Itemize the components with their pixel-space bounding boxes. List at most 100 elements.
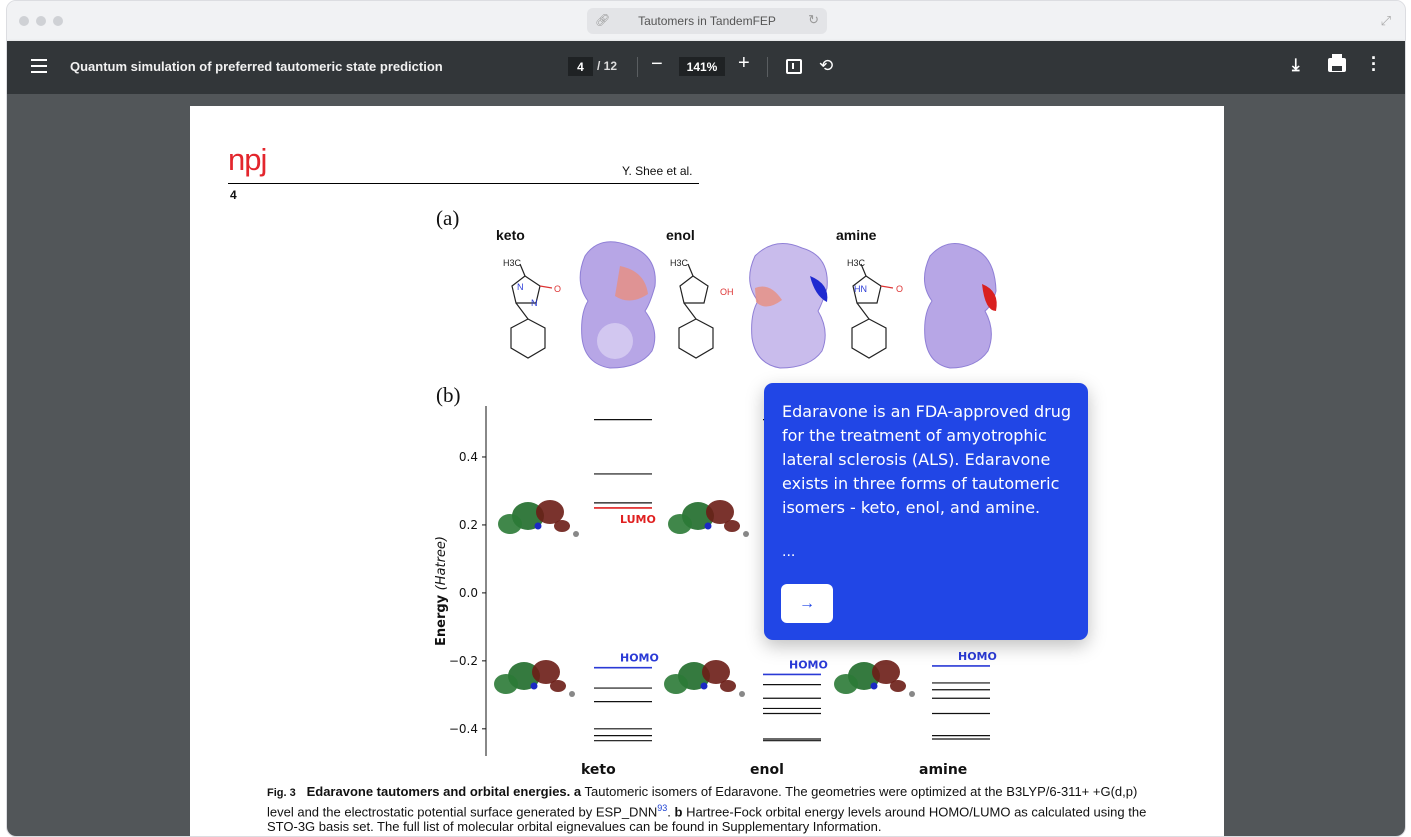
homo-orbital-image (532, 660, 560, 684)
keto-n-label: N (517, 282, 524, 292)
lumo-orbital-image (536, 500, 564, 524)
enol-methyl-label: H3C (670, 258, 689, 268)
reload-icon[interactable]: ↻ (808, 12, 819, 27)
keto-label: keto (496, 227, 525, 243)
x-category-label: enol (750, 762, 784, 778)
info-popup: Edaravone is an FDA-approved drug for th… (764, 383, 1088, 640)
keto-n2-label: N (531, 298, 538, 308)
x-category-label: amine (919, 762, 967, 778)
caption-part-b: Hartree-Fock orbital energy levels aroun… (267, 804, 1147, 835)
toolbar-divider (637, 57, 638, 77)
enol-structure (678, 263, 714, 359)
figure-caption: Fig. 3 Edaravone tautomers and orbital e… (267, 784, 1147, 835)
homo-orbital-image (569, 691, 575, 697)
lumo-orbital-image (534, 522, 542, 530)
enol-esp-surface (749, 243, 828, 369)
page-total: / 12 (597, 59, 618, 73)
download-icon[interactable]: ⤓ (1292, 55, 1300, 74)
close-dot[interactable] (19, 16, 29, 26)
document-title: Quantum simulation of preferred tautomer… (70, 59, 443, 74)
caption-part-a-tag: a (573, 784, 582, 799)
popup-ellipsis: ... (782, 543, 796, 560)
popup-text: Edaravone is an FDA-approved drug for th… (782, 402, 1072, 517)
homo-label: HOMO (620, 652, 659, 665)
enol-label: enol (666, 227, 695, 243)
y-axis-label: Energy (Hatree) (434, 536, 449, 646)
homo-orbital-image (909, 691, 915, 697)
enol-oh-label: OH (720, 287, 734, 297)
tab-title: Tautomers in TandemFEP (638, 14, 776, 28)
caption-reference[interactable]: 93 (657, 803, 668, 813)
minimize-dot[interactable] (36, 16, 46, 26)
zoom-out-button[interactable]: − (651, 53, 663, 75)
amine-methyl-label: H3C (847, 258, 866, 268)
y-tick-label: 0.2 (459, 518, 478, 532)
lumo-orbital-image (668, 514, 692, 534)
popup-next-button[interactable]: → (781, 584, 833, 623)
y-tick-label: 0.4 (459, 450, 478, 464)
expand-icon[interactable]: ⤢ (1380, 13, 1391, 28)
lumo-orbital-image (724, 520, 740, 532)
lumo-label: LUMO (620, 513, 656, 526)
homo-orbital-image (834, 674, 858, 694)
header-rule (228, 183, 699, 184)
pdf-toolbar: Quantum simulation of preferred tautomer… (7, 41, 1405, 94)
caption-fig-tag: Fig. 3 (267, 787, 296, 799)
page-number-input[interactable]: 4 (568, 57, 593, 76)
page-authors: Y. Shee et al. (622, 164, 693, 178)
maximize-dot[interactable] (53, 16, 63, 26)
zoom-in-button[interactable]: + (738, 52, 750, 74)
homo-orbital-image (720, 680, 736, 692)
more-options-icon[interactable]: · · · (1371, 48, 1377, 80)
lumo-orbital-image (706, 500, 734, 524)
browser-window: 🔗︎ Tautomers in TandemFEP ↻ ⤢ Quantum si… (6, 0, 1406, 837)
figure-b-label: (b) (436, 383, 461, 407)
toolbar-divider (767, 57, 768, 77)
homo-orbital-image (890, 680, 906, 692)
energy-level-chart: 0.4 0.2 0.0 −0.2 −0.4 Energy (Hatree) LUMO HOMO… (434, 406, 997, 778)
homo-orbital-image (664, 674, 688, 694)
amine-structure (851, 263, 894, 359)
x-category-label: keto (581, 762, 616, 778)
amine-label: amine (836, 227, 877, 243)
amine-o-label: O (896, 284, 903, 294)
homo-orbital-image (870, 682, 878, 690)
amine-hn-label: HN (854, 284, 867, 294)
window-controls (19, 16, 63, 26)
homo-orbital-image (702, 660, 730, 684)
lumo-orbital-image (554, 520, 570, 532)
homo-orbital-image (700, 682, 708, 690)
caption-part-b-tag: b (674, 804, 683, 820)
zoom-input[interactable]: 141% (679, 57, 725, 76)
keto-esp-surface (579, 241, 656, 369)
homo-orbital-image (530, 682, 538, 690)
caption-title: Edaravone tautomers and orbital energies… (306, 784, 571, 799)
figure-a-label: (a) (436, 206, 460, 230)
y-tick-label: −0.4 (449, 722, 478, 736)
tautomer-structures: H3C N N O H3C OH (503, 241, 997, 369)
journal-logo: npj (228, 142, 267, 177)
caption-part-a: Tautomeric isomers of Edaravone. The geo… (267, 784, 1138, 820)
link-icon: 🔗︎ (595, 13, 611, 27)
keto-structure (510, 263, 553, 359)
homo-label: HOMO (958, 650, 997, 663)
browser-titlebar: 🔗︎ Tautomers in TandemFEP ↻ ⤢ (7, 1, 1405, 41)
homo-label: HOMO (789, 658, 828, 671)
y-tick-label: −0.2 (449, 654, 478, 668)
y-tick-label: 0.0 (459, 586, 478, 600)
lumo-orbital-image (573, 531, 579, 537)
address-bar[interactable]: 🔗︎ Tautomers in TandemFEP ↻ (587, 8, 827, 34)
lumo-orbital-image (498, 514, 522, 534)
print-icon[interactable] (1328, 54, 1346, 72)
rotate-icon[interactable]: ⟲ (819, 56, 834, 75)
amine-esp-surface (924, 243, 997, 369)
menu-icon[interactable] (31, 59, 47, 73)
keto-o-label: O (554, 284, 561, 294)
lumo-orbital-image (704, 522, 712, 530)
page-number: 4 (230, 188, 237, 202)
homo-orbital-image (494, 674, 518, 694)
fit-page-icon[interactable] (786, 59, 802, 74)
pdf-viewer[interactable]: npj Y. Shee et al. 4 (a) keto enol amine… (7, 94, 1405, 836)
homo-orbital-image (872, 660, 900, 684)
lumo-orbital-image (743, 531, 749, 537)
